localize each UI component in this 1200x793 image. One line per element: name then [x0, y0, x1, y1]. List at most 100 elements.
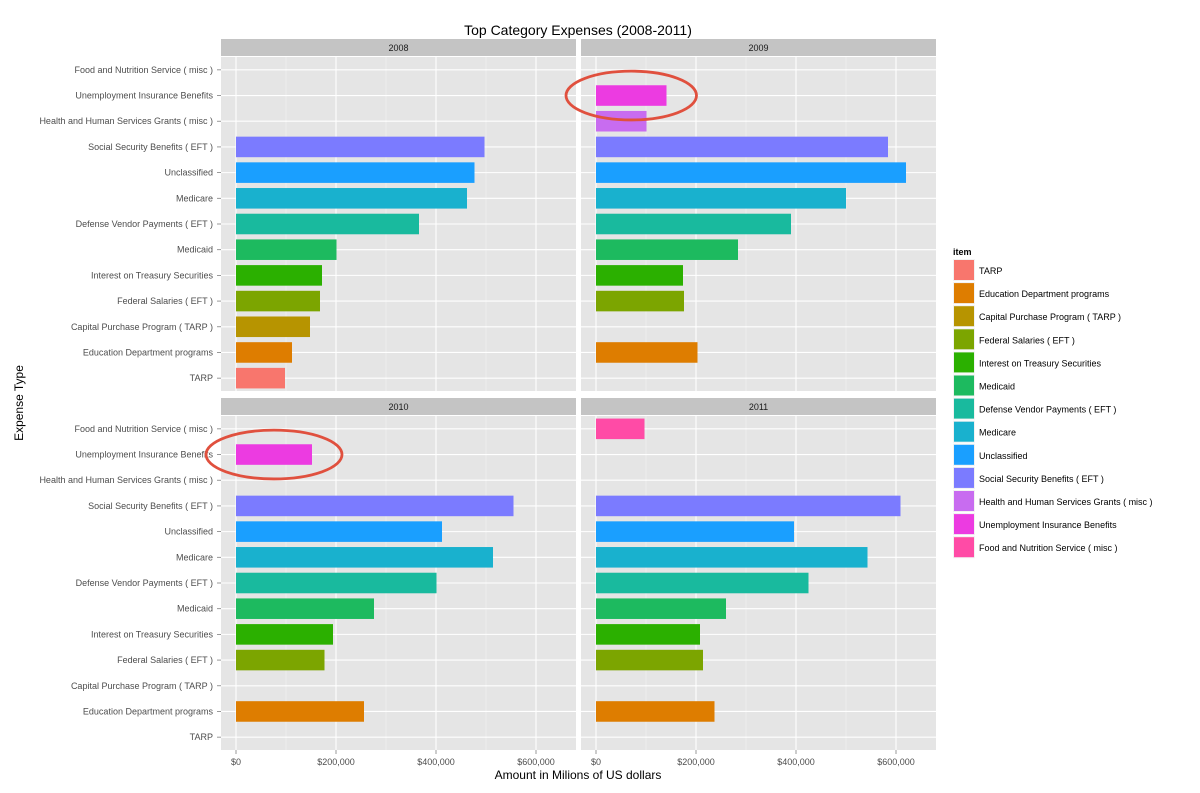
- chart-title: Top Category Expenses (2008-2011): [464, 22, 692, 38]
- legend-item-interest-on-treasury-securities: Interest on Treasury Securities: [953, 351, 1102, 374]
- legend-item-food-and-nutrition-service-misc: Food and Nutrition Service ( misc ): [953, 536, 1118, 559]
- legend-label: Interest on Treasury Securities: [979, 358, 1102, 368]
- legend-swatch: [954, 352, 974, 373]
- legend: item TARP Education Department programs Cap…: [953, 247, 1153, 559]
- legend-item-social-security-benefits-eft: Social Security Benefits ( EFT ): [953, 466, 1104, 489]
- legend-item-unclassified: Unclassified: [953, 443, 1028, 466]
- bar-2008-unclassified: [236, 162, 475, 183]
- bar-2008-defense-vendor-payments-eft: [236, 213, 419, 235]
- legend-swatch: [954, 444, 974, 465]
- bar-2011-social-security-benefits-eft: [596, 495, 901, 517]
- legend-swatch: [954, 329, 974, 350]
- bar-2009-medicare: [596, 188, 846, 209]
- bar-2011-interest-on-treasury-securities: [596, 624, 700, 645]
- y-axis-title: Expense Type: [12, 365, 26, 441]
- facet-strip-label: 2009: [748, 43, 768, 53]
- legend-label: Social Security Benefits ( EFT ): [979, 474, 1104, 484]
- legend-label: Medicaid: [979, 382, 1015, 392]
- legend-swatch: [954, 375, 974, 396]
- legend-label: Medicare: [979, 428, 1016, 438]
- y-tick-label: TARP: [190, 732, 213, 742]
- y-tick-label: Medicare: [176, 552, 213, 562]
- y-tick-label: Unclassified: [164, 527, 213, 537]
- bar-2008-social-security-benefits-eft: [236, 136, 485, 158]
- bar-2010-interest-on-treasury-securities: [236, 624, 333, 645]
- x-tick-label: $400,000: [417, 757, 455, 767]
- legend-item-tarp: TARP: [953, 259, 1002, 281]
- legend-swatch: [954, 467, 974, 488]
- y-tick-label: Social Security Benefits ( EFT ): [88, 142, 213, 152]
- facet-strip: [221, 398, 576, 415]
- bar-2011-defense-vendor-payments-eft: [596, 572, 809, 594]
- x-tick-label: $200,000: [317, 757, 355, 767]
- bar-2008-capital-purchase-program-tarp: [236, 316, 310, 338]
- y-tick-label: Social Security Benefits ( EFT ): [88, 501, 213, 511]
- y-tick-label: Education Department programs: [83, 706, 214, 716]
- x-axis-title: Amount in Milions of US dollars: [495, 768, 662, 782]
- bar-2010-defense-vendor-payments-eft: [236, 572, 437, 594]
- legend-item-education-department-programs: Education Department programs: [953, 282, 1110, 305]
- y-tick-label: Education Department programs: [83, 347, 214, 357]
- x-tick-label: $200,000: [677, 757, 715, 767]
- facet-strip-label: 2011: [749, 402, 768, 412]
- bar-2010-medicare: [236, 547, 493, 568]
- legend-item-unemployment-insurance-benefits: Unemployment Insurance Benefits: [953, 513, 1117, 536]
- legend-label: TARP: [979, 266, 1002, 276]
- legend-item-health-and-human-services-grants-misc: Health and Human Services Grants ( misc …: [953, 490, 1153, 512]
- bar-2008-education-department-programs: [236, 342, 292, 363]
- bar-2009-federal-salaries-eft: [596, 290, 684, 312]
- legend-swatch: [954, 398, 974, 419]
- legend-title: item: [953, 247, 972, 257]
- y-tick-label: Health and Human Services Grants ( misc …: [39, 475, 213, 485]
- bar-2011-education-department-programs: [596, 701, 715, 722]
- legend-label: Defense Vendor Payments ( EFT ): [979, 405, 1116, 415]
- panel-2008: 2008 Food and Nutrition Service ( misc ) U…: [39, 39, 576, 391]
- bar-2011-food-and-nutrition-service-misc: [596, 418, 645, 440]
- y-tick-label: Interest on Treasury Securities: [91, 629, 214, 639]
- legend-item-federal-salaries-eft: Federal Salaries ( EFT ): [953, 328, 1075, 351]
- bar-2008-tarp: [236, 367, 285, 389]
- bar-2010-medicaid: [236, 598, 374, 619]
- bar-2009-interest-on-treasury-securities: [596, 265, 683, 286]
- x-tick-label: $0: [231, 757, 241, 767]
- bar-2011-medicaid: [596, 598, 726, 619]
- y-tick-label: Health and Human Services Grants ( misc …: [39, 116, 213, 126]
- x-tick-label: $400,000: [777, 757, 815, 767]
- legend-swatch: [954, 491, 974, 511]
- bar-2008-medicaid: [236, 239, 337, 260]
- y-tick-label: Unemployment Insurance Benefits: [75, 450, 213, 460]
- bar-2010-education-department-programs: [236, 701, 364, 722]
- panel-2009: 2009: [564, 39, 936, 391]
- y-tick-label: Defense Vendor Payments ( EFT ): [76, 578, 213, 588]
- bar-2010-unclassified: [236, 521, 442, 542]
- legend-label: Federal Salaries ( EFT ): [979, 335, 1075, 345]
- x-tick-label: $0: [591, 757, 601, 767]
- y-tick-label: Capital Purchase Program ( TARP ): [71, 681, 213, 691]
- facet-strip: [221, 39, 576, 56]
- bar-2009-social-security-benefits-eft: [596, 136, 888, 158]
- legend-swatch: [954, 260, 974, 280]
- bar-2011-unclassified: [596, 521, 794, 542]
- facet-strip-label: 2010: [388, 402, 408, 412]
- panel-2011: 2011 $0 $200,000 $400,000 $600,000: [581, 398, 936, 767]
- legend-swatch: [954, 514, 974, 535]
- y-tick-label: TARP: [190, 373, 213, 383]
- x-tick-label: $600,000: [877, 757, 915, 767]
- highlight-ellipse: [204, 428, 344, 481]
- facet-strip-label: 2008: [388, 43, 408, 53]
- bar-2008-federal-salaries-eft: [236, 290, 320, 312]
- y-tick-label: Food and Nutrition Service ( misc ): [74, 424, 213, 434]
- legend-swatch: [954, 421, 974, 442]
- legend-item-medicaid: Medicaid: [953, 374, 1015, 397]
- legend-swatch: [954, 537, 974, 558]
- y-tick-label: Medicaid: [177, 245, 213, 255]
- bar-2010-unemployment-insurance-benefits: [236, 444, 312, 465]
- facet-strip: [581, 39, 936, 56]
- facet-strip: [581, 398, 936, 415]
- legend-label: Education Department programs: [979, 289, 1110, 299]
- y-tick-label: Federal Salaries ( EFT ): [117, 296, 213, 306]
- bar-2008-interest-on-treasury-securities: [236, 265, 322, 286]
- legend-label: Capital Purchase Program ( TARP ): [979, 312, 1121, 322]
- bar-2009-unclassified: [596, 162, 906, 183]
